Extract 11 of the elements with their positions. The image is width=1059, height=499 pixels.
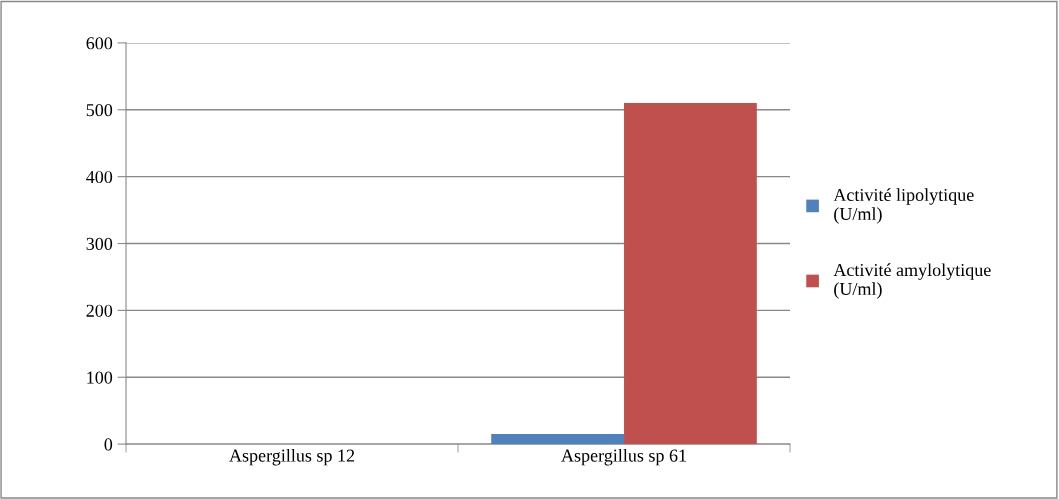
y-tick-label: 100 bbox=[87, 371, 113, 384]
y-tick-label: 500 bbox=[86, 104, 113, 117]
x-tick-label: Aspergillus sp 61 bbox=[561, 448, 686, 466]
y-tick-label: 300 bbox=[86, 237, 113, 250]
y-tick-label: 200 bbox=[86, 304, 113, 317]
legend-label: Activité lipolytique (U/ml) bbox=[833, 188, 974, 224]
y-tick-label: 0 bbox=[104, 438, 113, 451]
y-tick-label: 400 bbox=[86, 170, 113, 184]
legend-label: Activité amylolytique (U/ml) bbox=[833, 263, 991, 299]
y-tick-label: 600 bbox=[86, 37, 113, 50]
x-tick-label: Aspergillus sp 12 bbox=[229, 448, 355, 466]
